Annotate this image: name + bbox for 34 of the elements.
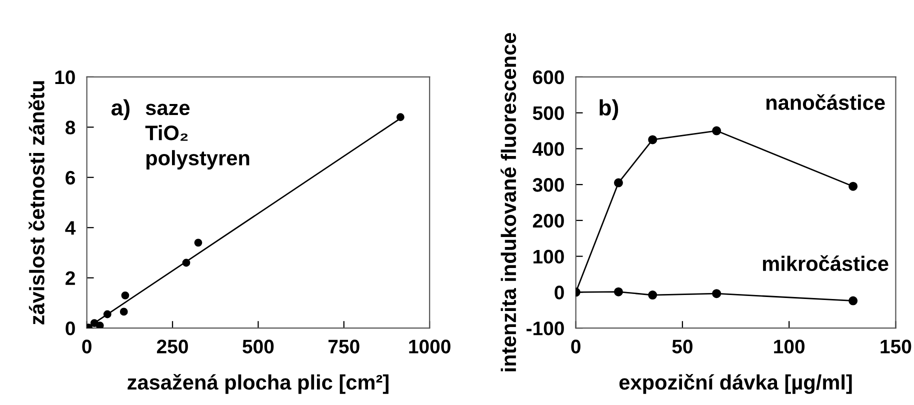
y-tick-label: 100 [533,250,564,264]
y-tick-label: 400 [532,142,564,156]
y-axis-title: závislost četnosti zánětu [28,81,44,324]
x-tick-label: 0 [82,340,92,354]
x-tick-label: 750 [328,340,360,354]
y-tick-label: 0 [66,322,75,336]
annotation: TiO₂ [145,124,188,141]
y-tick-label: 300 [532,178,564,192]
y-tick-label: 600 [532,70,564,84]
y-tick-label: 8 [66,120,76,134]
x-tick-label: 1000 [409,340,450,354]
x-axis-title: zasažená plocha plic [cm²] [128,374,388,394]
y-tick-label: 200 [532,214,564,228]
y-tick-label: 10 [55,70,75,84]
x-tick-label: 500 [242,340,274,354]
series-label: nanočástice [766,94,885,110]
y-tick-label: 2 [66,271,75,285]
y-tick-label: 0 [554,286,564,300]
x-axis-title: expoziční dávka [µg/ml] [619,374,852,394]
x-tick-label: 250 [156,340,188,354]
annotation: polystyren [146,150,250,170]
series-label: mikročástice [762,255,888,272]
y-axis-title: intenzita indukované fluorescence [500,33,516,372]
x-tick-label: 100 [774,340,805,354]
annotation: b) [600,99,618,120]
y-tick-label: 6 [66,170,76,185]
x-tick-label: 150 [880,340,912,354]
annotation: a) [111,99,130,120]
x-tick-label: 50 [672,340,692,354]
y-tick-label: -100 [526,322,564,336]
annotation: saze [146,104,190,116]
y-tick-label: 500 [532,106,564,120]
x-tick-label: 0 [571,340,580,354]
y-tick-label: 4 [65,221,76,235]
